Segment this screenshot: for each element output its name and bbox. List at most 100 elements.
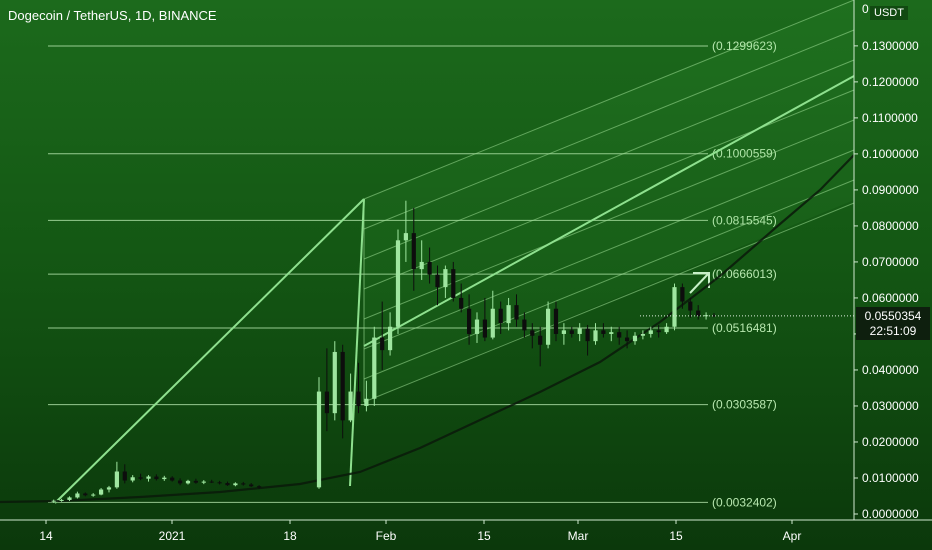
y-tick-label: 0.0100000 (862, 471, 919, 485)
candle-body (67, 497, 72, 500)
candle-body (672, 287, 677, 327)
candle-body (593, 330, 598, 342)
y-tick-label: 0.0800000 (862, 219, 919, 233)
candle-body (146, 476, 151, 479)
candle-body (609, 332, 614, 334)
bar-countdown: 22:51:09 (869, 324, 917, 338)
candle-body (624, 337, 630, 342)
candle-body (696, 310, 701, 316)
fib-label-5: (0.0303587) (712, 398, 777, 412)
candle-body (601, 330, 606, 334)
candle-body (451, 269, 456, 298)
candle-body (98, 489, 104, 495)
candle-body (640, 333, 645, 336)
candle-body (106, 487, 112, 490)
growth-curve (0, 154, 855, 504)
y-tick-label: 0.1000000 (862, 147, 919, 161)
y-tick-label: 0.0600000 (862, 291, 919, 305)
x-tick-label: 15 (477, 529, 491, 543)
y-tick-label: 0.1300000 (862, 39, 919, 53)
candle-body (664, 326, 669, 333)
candle-body (162, 477, 167, 480)
candle-body (530, 330, 535, 336)
candle-body (59, 499, 64, 501)
candle-body (380, 337, 385, 351)
candle-body (130, 477, 135, 481)
candle-body (656, 330, 661, 333)
candle-body (324, 391, 329, 414)
channel-line-6 (363, 179, 855, 380)
fib-levels: (0.1299623) (0.1000559) (0.0815545) (0.0666… (48, 39, 777, 509)
fib-label-2: (0.0815545) (712, 213, 777, 227)
x-tick-label: 15 (669, 529, 683, 543)
channel-line-3 (363, 89, 855, 290)
last-price-tag: 0.0550354 22:51:09 (856, 307, 930, 340)
candle-body (185, 480, 191, 484)
channel-handle-vertical (349, 198, 365, 487)
candle-body (648, 330, 653, 334)
symbol-title[interactable]: Dogecoin / TetherUS, 1D, BINANCE (8, 8, 217, 23)
candle-body (474, 319, 480, 334)
y-tick-label: 0.0000000 (862, 507, 919, 521)
candle-body (340, 351, 345, 421)
candle-body (249, 484, 254, 487)
candle-body (209, 481, 214, 483)
last-price-value: 0.0550354 (864, 309, 922, 323)
candle-body (419, 261, 424, 270)
candle-body (316, 391, 322, 488)
candle-body (332, 351, 337, 414)
candle-body (387, 326, 393, 351)
y-tick-label: 0.1100000 (862, 111, 918, 125)
candle-body (411, 233, 416, 270)
candle-body (459, 297, 464, 309)
y-tick-label: 0.0700000 (862, 255, 919, 269)
candle-body (403, 233, 408, 241)
channel-line-0 (363, 0, 855, 200)
candle-body (466, 308, 472, 334)
candle-body (545, 308, 551, 345)
candle-body (193, 480, 198, 483)
channel-fill (364, 0, 854, 402)
trend-curve (0, 154, 855, 504)
fib-channel (54, 0, 855, 504)
candle-body (498, 308, 503, 324)
candle-body (241, 483, 246, 485)
candle-body (75, 493, 80, 498)
candle-body (372, 337, 377, 399)
channel-median (363, 75, 855, 347)
x-tick-label: Feb (376, 529, 397, 543)
candle-body (577, 328, 582, 334)
candle-body (91, 494, 96, 496)
target-arrow-shaft (689, 272, 710, 294)
candle-body (711, 315, 717, 317)
candle-body (154, 476, 159, 480)
candle-body (680, 287, 685, 302)
candle-body (443, 269, 448, 288)
x-tick-label: 14 (39, 529, 53, 543)
candle-body (617, 332, 622, 338)
candle-body (569, 330, 574, 334)
candle-body (177, 480, 183, 484)
channel-handle-left (54, 198, 365, 504)
x-tick-label: 18 (283, 529, 297, 543)
candle-body (348, 391, 353, 421)
candle-body (435, 274, 440, 288)
candle-body (490, 308, 495, 338)
channel-line-5 (363, 149, 855, 350)
fib-label-3: (0.0666013) (712, 267, 777, 281)
candle-body (225, 483, 230, 486)
candle-body (122, 471, 127, 481)
candle-body (51, 500, 56, 502)
channel-line-1 (363, 29, 855, 230)
candle-body (632, 335, 638, 342)
y-tick-label: 0.0400000 (862, 363, 919, 377)
candle-body (561, 330, 566, 334)
candle-body (114, 471, 119, 488)
candle-body (585, 328, 590, 342)
candle-body (201, 481, 206, 483)
candle-body (553, 308, 559, 334)
candle-body (170, 477, 175, 481)
